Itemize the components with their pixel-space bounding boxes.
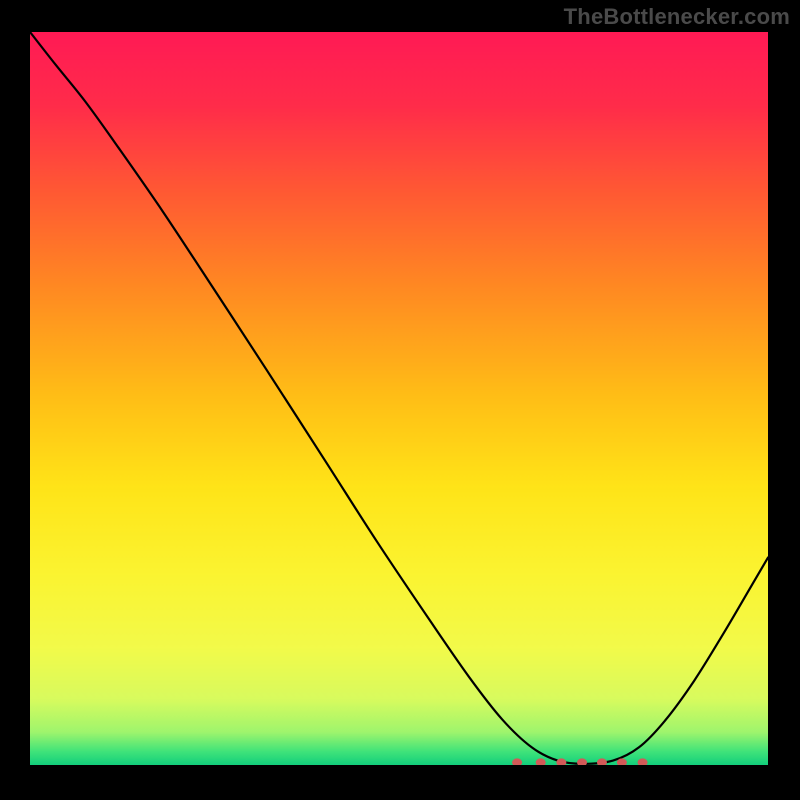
chart-bottom-dot [536, 758, 546, 765]
chart-bottom-dot [638, 758, 648, 765]
chart-bottom-dot [597, 758, 607, 765]
chart-curve-layer [30, 32, 768, 765]
chart-bottom-dot [556, 758, 566, 765]
chart-bottom-dot [512, 758, 522, 765]
chart-bottom-dots [512, 758, 647, 765]
chart-plot-area [30, 32, 768, 765]
chart-main-curve [30, 32, 768, 764]
watermark-text: TheBottlenecker.com [564, 4, 790, 30]
chart-bottom-dot [577, 758, 587, 765]
